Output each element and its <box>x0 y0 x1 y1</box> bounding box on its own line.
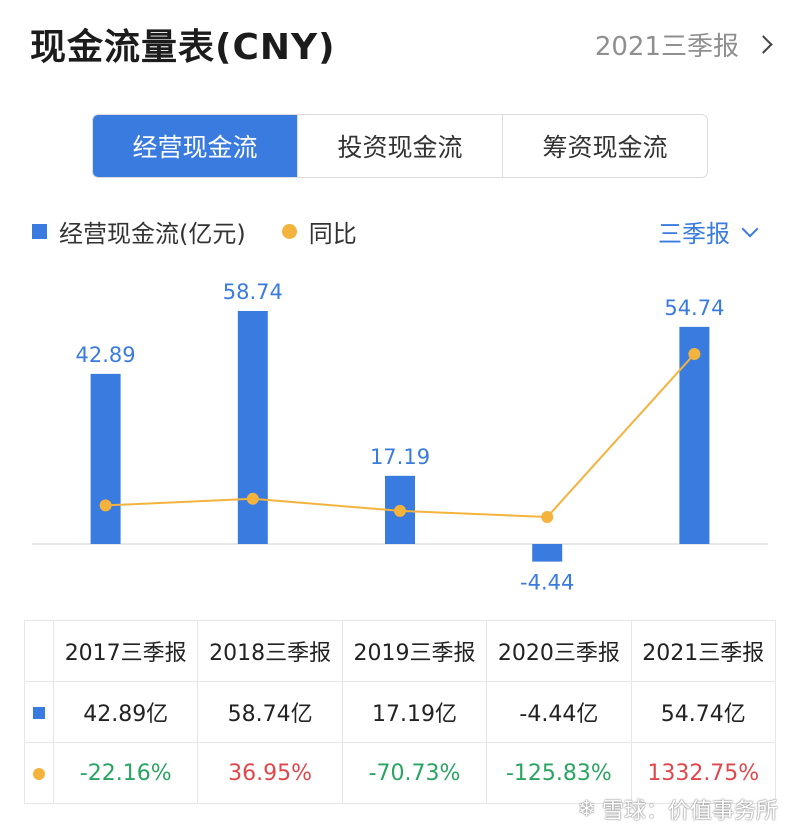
bar[interactable] <box>679 326 710 544</box>
bar[interactable] <box>237 311 268 544</box>
period-label: 2021三季报 <box>594 32 739 62</box>
bar-label: -4.44 <box>520 571 574 595</box>
table-cell: 36.95% <box>197 742 343 804</box>
cashflow-tabs: 经营现金流 投资现金流 筹资现金流 <box>92 114 708 178</box>
table-header: 2021三季报 <box>630 620 777 682</box>
bar-label: 17.19 <box>370 445 430 469</box>
table-cell: 54.74亿 <box>630 681 777 743</box>
line-row-marker <box>33 767 45 780</box>
page-title: 现金流量表(CNY) <box>30 27 336 68</box>
table-row-values: 42.89亿 58.74亿 17.19亿 -4.44亿 54.74亿 <box>24 681 777 743</box>
table-cell: 58.74亿 <box>197 681 343 743</box>
chart-legend: 经营现金流(亿元) 同比 <box>32 214 357 249</box>
table-cell: -125.83% <box>486 742 632 804</box>
table-cell: -22.16% <box>52 742 199 804</box>
tab-operating[interactable]: 经营现金流 <box>93 115 298 177</box>
watermark: ❄ 雪球：价值事务所 <box>578 793 778 825</box>
tab-investing[interactable]: 投资现金流 <box>298 115 503 177</box>
snowball-icon: ❄ <box>577 796 596 822</box>
table-cell: -70.73% <box>341 742 488 804</box>
bar-label: 54.74 <box>664 296 724 320</box>
table-cell: -4.44亿 <box>486 681 632 743</box>
period-link[interactable]: 2021三季报 <box>594 26 773 63</box>
yoy-point[interactable] <box>99 499 112 512</box>
tab-financing[interactable]: 筹资现金流 <box>542 133 668 162</box>
yoy-point[interactable] <box>688 348 701 360</box>
table-header: 2019三季报 <box>341 620 488 682</box>
table-header: 2018三季报 <box>197 620 343 682</box>
table-cell: 17.19亿 <box>341 681 488 743</box>
table-cell: 42.89亿 <box>52 681 199 743</box>
table-header: 2020三季报 <box>486 620 632 682</box>
chevron-down-icon <box>741 220 759 237</box>
table-corner <box>24 620 54 682</box>
yoy-point[interactable] <box>394 504 406 517</box>
table-header: 2017三季报 <box>52 620 199 682</box>
table-cell: 1332.75% <box>630 742 777 804</box>
period-select-label: 三季报 <box>658 220 730 248</box>
bar-label: 42.89 <box>76 343 136 367</box>
watermark-text: 雪球：价值事务所 <box>601 799 778 824</box>
bar-legend-marker <box>32 224 47 239</box>
bar-label: 58.74 <box>223 280 283 304</box>
yoy-point[interactable] <box>541 511 554 523</box>
period-select[interactable]: 三季报 <box>658 214 759 249</box>
cashflow-chart: 42.89 58.74 17.19 -4.44 54.74 <box>32 280 768 595</box>
bar-legend-label: 经营现金流(亿元) <box>59 220 246 248</box>
line-legend-label: 同比 <box>308 220 357 248</box>
bar[interactable] <box>90 373 121 544</box>
bar[interactable] <box>532 544 563 562</box>
line-legend-marker <box>281 224 297 239</box>
yoy-point[interactable] <box>246 492 259 505</box>
chevron-right-icon <box>754 35 773 54</box>
table-row-yoy: -22.16% 36.95% -70.73% -125.83% 1332.75% <box>24 742 777 804</box>
table-header-row: 2017三季报 2018三季报 2019三季报 2020三季报 2021三季报 <box>24 620 777 682</box>
bar-row-marker <box>33 706 45 719</box>
data-table: 2017三季报 2018三季报 2019三季报 2020三季报 2021三季报 … <box>24 620 777 804</box>
